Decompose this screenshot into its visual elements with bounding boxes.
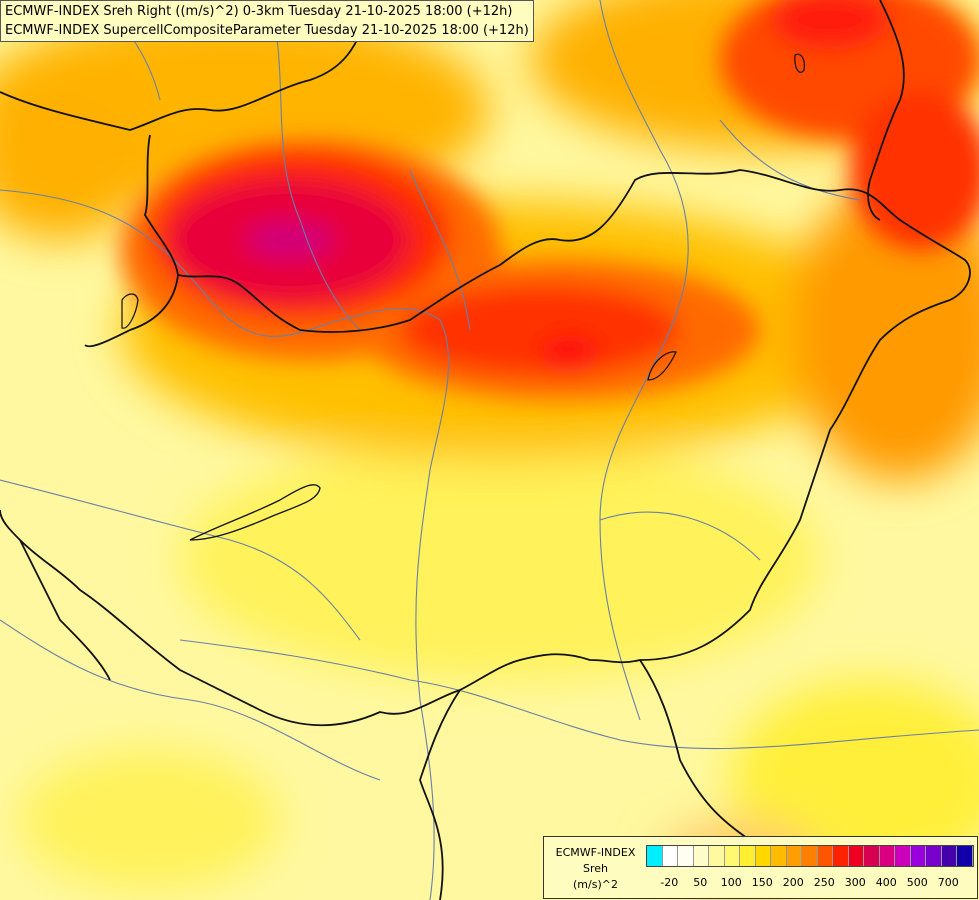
legend-swatch [709,846,725,866]
legend-swatch [647,846,663,866]
legend-title-line3: (m/s)^2 [573,878,618,891]
legend-swatch [771,846,787,866]
legend-swatch [941,846,957,866]
legend-tick-label: 100 [720,876,742,889]
legend-tick-label: 50 [693,876,708,889]
map-header: ECMWF-INDEX Sreh Right ((m/s)^2) 0-3km T… [0,0,534,42]
legend-swatch [817,846,833,866]
legend-swatch [755,846,771,866]
legend-swatch [724,846,740,866]
header-line-sreh: ECMWF-INDEX Sreh Right ((m/s)^2) 0-3km T… [5,4,513,19]
legend-swatch [910,846,926,866]
legend-tick-labels: -20 50 100 150 200 250 300 400 500 700 [646,876,976,890]
legend-swatch [864,846,880,866]
legend-title: ECMWF-INDEX Sreh (m/s)^2 [548,845,643,893]
field-core [120,0,979,400]
lake-balaton [189,484,321,541]
legend-swatch [879,846,895,866]
legend-swatch [957,846,973,866]
legend-tick-label: 200 [782,876,804,889]
small-lakes [121,53,805,381]
legend-tick-label: 250 [813,876,835,889]
legend-tick-label: 500 [906,876,928,889]
legend-swatch [662,846,678,866]
legend-title-line1: ECMWF-INDEX [555,846,636,859]
legend-swatch [833,846,849,866]
legend-swatch [786,846,802,866]
legend-swatch [678,846,694,866]
legend-title-line2: Sreh [582,862,608,875]
legend-tick-label: -20 [660,876,679,889]
legend-swatch [693,846,709,866]
color-legend: ECMWF-INDEX Sreh (m/s)^2 -20 50 100 150 200 2… [543,836,978,899]
legend-tick-label: 300 [844,876,866,889]
legend-color-bar [646,845,974,867]
legend-swatch [895,846,911,866]
legend-tick-label: 400 [875,876,897,889]
legend-tick-label: 700 [937,876,959,889]
header-line-scp: ECMWF-INDEX SupercellCompositeParameter … [5,23,529,38]
legend-swatch [926,846,942,866]
legend-swatch [802,846,818,866]
legend-swatch [740,846,756,866]
legend-swatch [848,846,864,866]
legend-tick-label: 150 [751,876,773,889]
